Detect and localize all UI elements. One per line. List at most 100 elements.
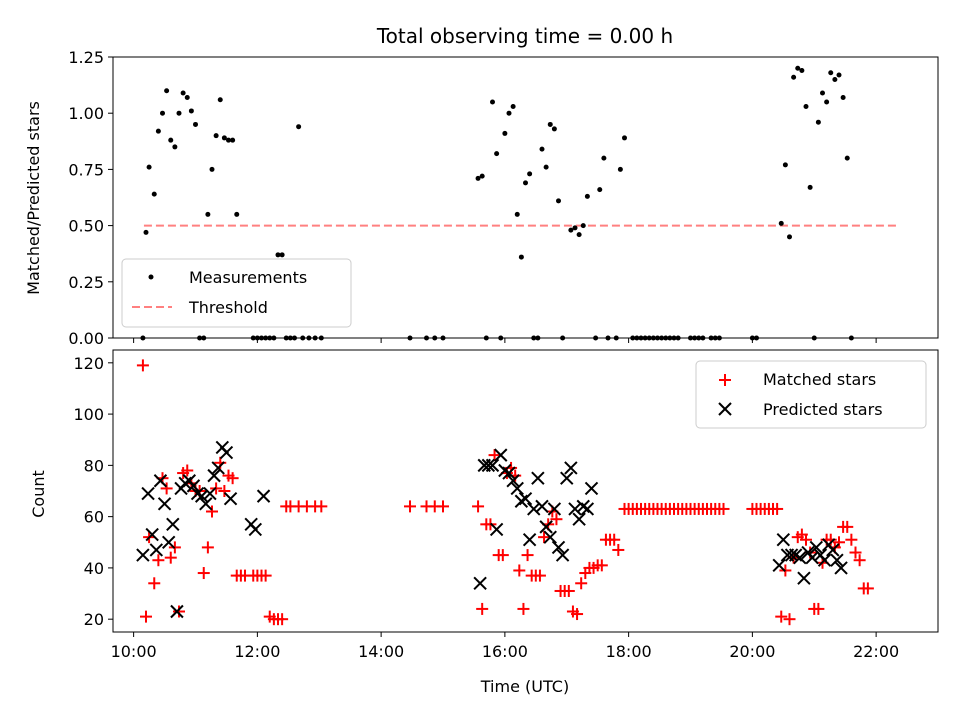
matched-star-point <box>218 485 231 497</box>
measurement-point <box>205 211 211 217</box>
top-y-axis-label: Matched/Predicted stars <box>24 101 43 295</box>
matched-star-point <box>140 610 152 623</box>
predicted-star-point <box>568 502 582 516</box>
predicted-star-point <box>518 491 533 506</box>
measurement-point <box>617 166 623 172</box>
bottom-legend-box <box>695 360 927 429</box>
matched-star-point <box>201 541 214 554</box>
measurement-point <box>234 211 240 217</box>
top-y-tick-label: 0.75 <box>68 160 104 179</box>
predicted-star-point <box>502 466 516 480</box>
measurement-point <box>490 99 495 105</box>
predicted-star-point <box>485 458 500 473</box>
predicted-star-point <box>145 527 159 542</box>
matched-star-point <box>771 502 784 515</box>
bottom-x-tick-label: 20:00 <box>729 642 775 661</box>
matched-star-point <box>717 502 730 515</box>
measurement-point <box>180 90 186 96</box>
top-y-tick-label: 0.00 <box>68 329 104 348</box>
measurement-point <box>213 133 219 139</box>
measurement-point <box>782 162 788 168</box>
measurement-point <box>143 229 149 235</box>
bottom-y-tick-label: 80 <box>84 456 104 475</box>
legend-marker-matched-stars <box>719 374 731 386</box>
predicted-star-point <box>166 517 180 532</box>
measurement-point <box>836 72 842 78</box>
measurement-point <box>479 173 485 179</box>
matched-star-point <box>136 359 149 372</box>
predicted-star-point <box>547 502 562 516</box>
chart-title: Total observing time = 0.00 h <box>376 24 673 48</box>
measurement-point <box>523 180 528 186</box>
matched-star-point <box>861 582 874 595</box>
bottom-x-tick-label: 18:00 <box>606 642 652 661</box>
matched-star-point <box>472 500 485 513</box>
bottom-y-tick-label: 20 <box>84 610 104 629</box>
matched-star-point <box>315 500 328 513</box>
predicted-star-point <box>797 571 811 585</box>
measurement-point <box>155 128 161 134</box>
legend-label-threshold: Threshold <box>188 298 268 317</box>
predicted-star-point <box>223 491 238 506</box>
bottom-y-axis-label: Count <box>29 470 48 518</box>
measurement-point <box>844 155 850 161</box>
measurement-point <box>226 137 231 143</box>
top-legend-box <box>121 258 352 328</box>
bottom-panel: 20 40 60 80 100 120 10:00 12:00 14:00 16:00 18:00… <box>29 349 939 696</box>
predicted-star-point <box>805 550 819 565</box>
predicted-star-point <box>186 479 201 493</box>
measurement-point <box>184 94 190 100</box>
measurement-point <box>824 99 830 105</box>
predicted-star-point <box>776 533 791 547</box>
predicted-star-point <box>826 543 840 557</box>
legend-marker-measurements <box>148 274 154 280</box>
predicted-star-point <box>830 553 844 567</box>
predicted-star-point <box>211 461 225 475</box>
measurement-point <box>551 126 557 132</box>
predicted-star-point <box>834 561 848 575</box>
predicted-star-point <box>256 489 271 503</box>
bottom-legend: Matched stars Predicted stars <box>695 360 927 429</box>
predicted-star-point <box>153 474 168 488</box>
matched-star-point <box>160 482 173 495</box>
measurement-point <box>584 193 590 199</box>
measurement-point <box>506 110 512 116</box>
predicted-star-point <box>564 461 578 475</box>
predicted-star-point <box>809 540 824 555</box>
legend-label-predicted-stars: Predicted stars <box>763 400 883 419</box>
matched-star-point <box>181 464 194 477</box>
matched-star-point <box>173 605 185 618</box>
top-y-tick-label: 1.25 <box>68 48 104 67</box>
predicted-star-point <box>793 550 807 565</box>
matched-star-point <box>404 500 416 513</box>
predicted-star-point <box>522 533 537 547</box>
matched-star-point <box>197 567 210 580</box>
measurement-point <box>795 65 801 71</box>
measurement-point <box>799 67 805 73</box>
matched-star-point <box>783 613 796 626</box>
predicted-star-point <box>494 448 508 462</box>
bottom-axes-frame <box>112 349 939 633</box>
matched-star-point <box>259 569 272 582</box>
measurement-point <box>815 119 821 125</box>
legend-marker-predicted-stars <box>718 402 732 416</box>
matched-star-point <box>538 531 551 544</box>
matched-star-point <box>164 551 177 564</box>
measurement-point <box>778 220 784 226</box>
predicted-star-point <box>489 522 504 537</box>
matched-star-point <box>521 549 534 562</box>
matched-star-point <box>496 549 509 562</box>
predicted-star-point <box>170 604 184 619</box>
matched-star-point <box>488 449 501 462</box>
predicted-star-point <box>551 540 566 555</box>
measurement-point <box>188 108 194 114</box>
measurement-point <box>160 110 165 116</box>
measurement-point <box>576 232 582 238</box>
measurement-point <box>164 88 170 94</box>
measurement-point <box>547 121 553 127</box>
predicted-star-point <box>527 502 541 516</box>
matched-star-point <box>517 602 530 615</box>
matched-star-point <box>800 533 812 546</box>
predicted-star-point <box>203 486 217 501</box>
